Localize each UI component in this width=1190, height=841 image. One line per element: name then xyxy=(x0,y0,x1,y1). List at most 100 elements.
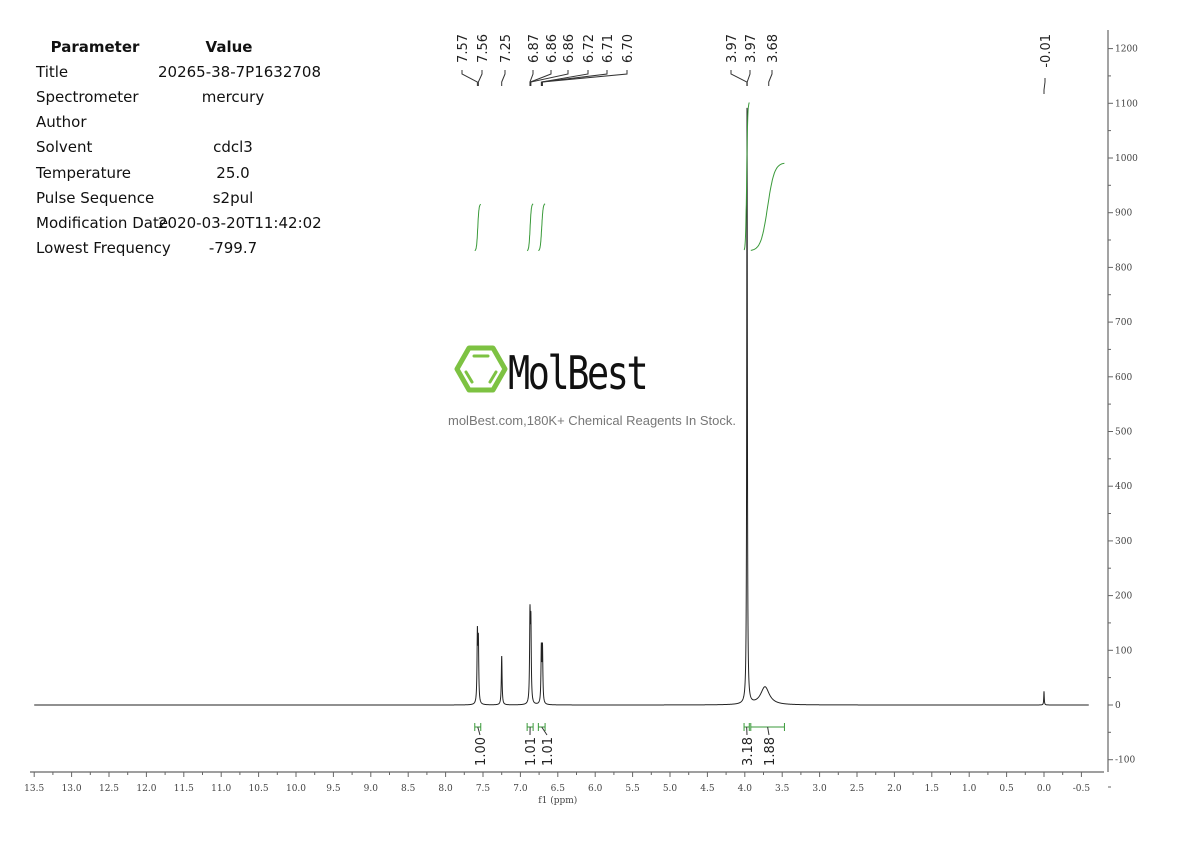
peak-label: 7.56 xyxy=(476,34,491,63)
parameter-name: Spectrometer xyxy=(36,87,139,106)
parameter-row: Author xyxy=(36,110,308,135)
integral-curve xyxy=(474,203,482,252)
x-tick-label: 1.0 xyxy=(962,784,977,794)
y-tick-label: 1200 xyxy=(1115,45,1138,55)
parameter-value: cdcl3 xyxy=(213,138,253,157)
integral-leader xyxy=(477,726,481,736)
peak-label-leader xyxy=(768,70,773,86)
header-value: Value xyxy=(205,37,253,56)
parameter-value: s2pul xyxy=(212,188,254,207)
y-tick-label: 500 xyxy=(1115,428,1132,438)
parameter-row: Lowest Frequency -799.7 xyxy=(36,236,308,261)
peak-label: -0.01 xyxy=(1039,34,1054,68)
y-tick-label: 800 xyxy=(1115,263,1132,273)
parameter-name: Author xyxy=(36,113,87,132)
x-tick-label: 5.5 xyxy=(625,784,640,794)
peak-label: 7.25 xyxy=(499,34,514,63)
parameter-value: -799.7 xyxy=(208,239,258,258)
peak-label: 6.86 xyxy=(545,34,560,63)
integral-value: 1.88 xyxy=(763,737,778,766)
x-tick-label: 13.5 xyxy=(24,784,44,794)
parameter-row: Pulse Sequence s2pul xyxy=(36,185,308,210)
peak-label-leader xyxy=(540,70,589,86)
integral-curve xyxy=(743,102,750,251)
x-tick-label: 12.0 xyxy=(136,784,156,794)
integral-value: 1.01 xyxy=(524,737,539,766)
integral-leader xyxy=(541,726,548,736)
x-tick-label: 4.5 xyxy=(700,784,715,794)
x-tick-label: 1.5 xyxy=(925,784,940,794)
integral-leader xyxy=(767,726,770,736)
integral-curve xyxy=(538,203,546,252)
parameter-name: Solvent xyxy=(36,138,93,157)
peak-label-leader xyxy=(1043,78,1046,94)
peak-label: 6.87 xyxy=(527,34,542,63)
x-tick-label: 10.5 xyxy=(249,784,269,794)
x-axis-label: f1 (ppm) xyxy=(538,795,577,806)
x-tick-label: 0.0 xyxy=(1037,784,1052,794)
x-tick-label: 10.0 xyxy=(286,784,306,794)
x-tick-label: 12.5 xyxy=(99,784,119,794)
y-tick-label: 200 xyxy=(1115,592,1132,602)
y-tick-label: 0 xyxy=(1115,701,1121,711)
integral-value: 1.01 xyxy=(541,737,556,766)
header-parameter: Parameter xyxy=(50,37,140,56)
y-tick-label: 400 xyxy=(1115,482,1132,492)
peak-label-leader xyxy=(541,70,628,86)
peak-label-leader xyxy=(461,70,478,86)
x-tick-label: 6.0 xyxy=(588,784,603,794)
parameter-row: Title 20265-38-7P1632708 xyxy=(36,59,321,84)
integral-curve xyxy=(526,203,534,252)
y-tick-label: 700 xyxy=(1115,318,1132,328)
x-tick-label: 5.0 xyxy=(663,784,678,794)
y-tick-label: 600 xyxy=(1115,373,1132,383)
peak-label-leader xyxy=(501,70,506,86)
integral-value: 3.18 xyxy=(741,737,756,766)
parameter-name: Lowest Frequency xyxy=(36,239,171,258)
parameter-name: Title xyxy=(36,62,69,81)
parameter-name: Temperature xyxy=(36,163,132,182)
x-tick-label: 3.0 xyxy=(812,784,827,794)
peak-label-leader xyxy=(730,70,748,86)
brand-name: MolBest xyxy=(508,346,649,400)
y-tick-label: 300 xyxy=(1115,537,1132,547)
peak-label-leader xyxy=(746,70,751,86)
x-tick-label: 8.0 xyxy=(438,784,453,794)
integral-value: 1.00 xyxy=(474,737,489,766)
x-tick-label: 2.5 xyxy=(850,784,865,794)
peak-label: 6.72 xyxy=(582,34,597,63)
y-tick-label: 100 xyxy=(1115,646,1132,656)
parameter-row: Modification Date 2020-03-20T11:42:02 xyxy=(36,210,322,235)
y-tick-label: 1000 xyxy=(1115,154,1138,164)
x-tick-label: 8.5 xyxy=(401,784,416,794)
x-tick-label: 11.5 xyxy=(174,784,194,794)
parameter-row: Spectrometer mercury xyxy=(36,84,308,109)
parameter-table-header: Parameter Value xyxy=(36,34,308,59)
peak-label-leader xyxy=(541,70,608,86)
peak-label: 6.86 xyxy=(562,34,577,63)
parameter-value: 25.0 xyxy=(216,163,250,182)
x-tick-label: -0.5 xyxy=(1073,784,1091,794)
peak-label-leader xyxy=(477,70,483,86)
x-tick-label: 7.0 xyxy=(513,784,528,794)
parameter-name: Modification Date xyxy=(36,213,169,232)
x-tick-label: 2.0 xyxy=(887,784,902,794)
peak-label: 3.97 xyxy=(725,34,740,63)
parameter-row: Solvent cdcl3 xyxy=(36,135,308,160)
x-tick-label: 9.5 xyxy=(326,784,341,794)
peak-label: 3.97 xyxy=(744,34,759,63)
peak-label: 3.68 xyxy=(766,34,781,63)
parameter-value: 2020-03-20T11:42:02 xyxy=(158,213,322,232)
parameter-row: Temperature 25.0 xyxy=(36,160,308,185)
x-tick-label: 6.5 xyxy=(551,784,566,794)
parameter-name: Pulse Sequence xyxy=(36,188,155,207)
parameter-value: mercury xyxy=(201,87,265,106)
integral-curve xyxy=(750,162,785,251)
watermark-tagline: molBest.com,180K+ Chemical Reagents In S… xyxy=(448,413,736,428)
y-tick-label: 900 xyxy=(1115,209,1132,219)
peak-label-leader xyxy=(530,70,569,86)
peak-label: 6.70 xyxy=(621,34,636,63)
x-tick-label: 11.0 xyxy=(211,784,231,794)
x-tick-label: 13.0 xyxy=(62,784,82,794)
